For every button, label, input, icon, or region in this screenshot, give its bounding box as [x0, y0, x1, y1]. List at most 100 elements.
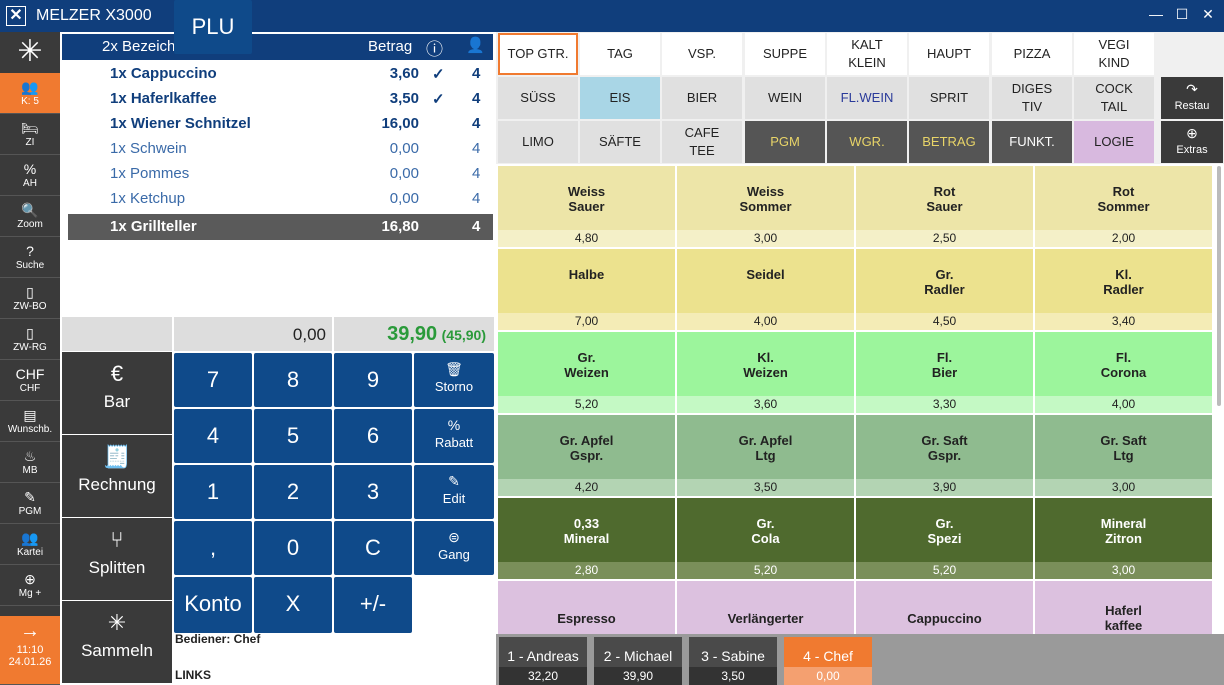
product-weiss-sauer[interactable]: Weiss Sauer 4,80: [498, 166, 675, 247]
product-kl-radler[interactable]: Kl. Radler 3,40: [1035, 249, 1212, 330]
tab-vegi-kind[interactable]: VEGI KIND: [1074, 33, 1154, 75]
extras-button[interactable]: ⊕ Extras: [1161, 121, 1223, 163]
sidebar-item-ah[interactable]: % AH: [0, 155, 60, 196]
staff-4-chef[interactable]: 4 - Chef 0,00: [784, 637, 872, 685]
order-row[interactable]: 1x Schwein 0,00 4: [68, 136, 493, 161]
tab-fl-wein[interactable]: FL.WEIN: [827, 77, 907, 119]
person-icon[interactable]: 👤: [466, 37, 485, 54]
sidebar-item-mg[interactable]: ⊕ Mg +: [0, 565, 60, 606]
pay-rechnung-button[interactable]: 🧾 Rechnung: [62, 435, 172, 517]
tab-sprit[interactable]: SPRIT: [909, 77, 989, 119]
key-8[interactable]: 8: [254, 353, 332, 407]
tab-funkt[interactable]: FUNKT.: [992, 121, 1072, 163]
sidebar-item-zi[interactable]: 🛏 ZI: [0, 114, 60, 155]
key-3[interactable]: 3: [334, 465, 412, 519]
logout-clock[interactable]: → 11:10 24.01.26: [0, 616, 60, 685]
tab-s-fte[interactable]: SÄFTE: [580, 121, 660, 163]
tab-limo[interactable]: LIMO: [498, 121, 578, 163]
sidebar-item-k-5[interactable]: 👥 K: 5: [0, 73, 60, 114]
staff-1-andreas[interactable]: 1 - Andreas 32,20: [499, 637, 587, 685]
info-icon[interactable]: ⓘ: [426, 40, 443, 59]
tab-haupt[interactable]: HAUPT: [909, 33, 989, 75]
sidebar-item-zw-bo[interactable]: ▯ ZW-BO: [0, 278, 60, 319]
product-gr-radler[interactable]: Gr. Radler 4,50: [856, 249, 1033, 330]
pay-bar-button[interactable]: € Bar: [62, 352, 172, 434]
product-0-33-mineral[interactable]: 0,33 Mineral 2,80: [498, 498, 675, 579]
order-row[interactable]: 1x Wiener Schnitzel 16,00 4: [68, 111, 493, 136]
product-seidel[interactable]: Seidel 4,00: [677, 249, 854, 330]
close-button[interactable]: ✕: [1202, 6, 1214, 22]
product-kl-weizen[interactable]: Kl. Weizen 3,60: [677, 332, 854, 413]
sidebar-item-pgm[interactable]: ✎ PGM: [0, 483, 60, 524]
tab-cock-tail[interactable]: COCK TAIL: [1074, 77, 1154, 119]
key-[interactable]: +/-: [334, 577, 412, 633]
tab-cafe-tee[interactable]: CAFE TEE: [662, 121, 742, 163]
sidebar-item-suche[interactable]: ? Suche: [0, 237, 60, 278]
tab-eis[interactable]: EIS: [580, 77, 660, 119]
tab-diges-tiv[interactable]: DIGES TIV: [992, 77, 1072, 119]
key-x[interactable]: X: [254, 577, 332, 633]
product-rot-sommer[interactable]: Rot Sommer 2,00: [1035, 166, 1212, 247]
tab-vsp[interactable]: VSP.: [662, 33, 742, 75]
product-gr-weizen[interactable]: Gr. Weizen 5,20: [498, 332, 675, 413]
order-row[interactable]: 1x Ketchup 0,00 4: [68, 186, 493, 211]
tab-logie[interactable]: LOGIE: [1074, 121, 1154, 163]
order-row[interactable]: 1x Cappuccino 3,60 ✓ 4: [68, 61, 493, 86]
key-1[interactable]: 1: [174, 465, 252, 519]
tab-betrag[interactable]: BETRAG: [909, 121, 989, 163]
sidebar-item-zoom[interactable]: 🔍 Zoom: [0, 196, 60, 237]
product-gr-cola[interactable]: Gr. Cola 5,20: [677, 498, 854, 579]
staff-2-michael[interactable]: 2 - Michael 39,90: [594, 637, 682, 685]
minimize-button[interactable]: —: [1149, 6, 1163, 22]
key-5[interactable]: 5: [254, 409, 332, 463]
rabatt-button[interactable]: % Rabatt: [414, 409, 494, 463]
key-[interactable]: ,: [174, 521, 252, 575]
sidebar-item-chf[interactable]: CHF CHF: [0, 360, 60, 401]
maximize-button[interactable]: ☐: [1175, 6, 1189, 22]
key-9[interactable]: 9: [334, 353, 412, 407]
restau-button[interactable]: ↷ Restau: [1161, 77, 1223, 119]
order-row[interactable]: 1x Haferlkaffee 3,50 ✓ 4: [68, 86, 493, 111]
product-espresso[interactable]: Espresso: [498, 581, 675, 634]
tab-s-ss[interactable]: SÜSS: [498, 77, 578, 119]
product-weiss-sommer[interactable]: Weiss Sommer 3,00: [677, 166, 854, 247]
product-gr-apfel-gspr[interactable]: Gr. Apfel Gspr. 4,20: [498, 415, 675, 496]
product-gr-saft-gspr[interactable]: Gr. Saft Gspr. 3,90: [856, 415, 1033, 496]
product-halbe[interactable]: Halbe 7,00: [498, 249, 675, 330]
product-verl-ngerter[interactable]: Verlängerter: [677, 581, 854, 634]
key-plu[interactable]: PLU: [174, 0, 252, 54]
tab-wein[interactable]: WEIN: [745, 77, 825, 119]
sidebar-item-mb[interactable]: ♨ MB: [0, 442, 60, 483]
sidebar-item-wunschb[interactable]: ▤ Wunschb.: [0, 401, 60, 442]
order-row[interactable]: 1x Pommes 0,00 4: [68, 161, 493, 186]
product-rot-sauer[interactable]: Rot Sauer 2,50: [856, 166, 1033, 247]
tab-wgr[interactable]: WGR.: [827, 121, 907, 163]
product-cappuccino[interactable]: Cappuccino: [856, 581, 1033, 634]
key-7[interactable]: 7: [174, 353, 252, 407]
tab-kalt-klein[interactable]: KALT KLEIN: [827, 33, 907, 75]
order-row[interactable]: 1x Grillteller 16,80 4: [68, 214, 493, 240]
grid-scrollbar[interactable]: [1217, 166, 1221, 406]
staff-3-sabine[interactable]: 3 - Sabine 3,50: [689, 637, 777, 685]
product-gr-spezi[interactable]: Gr. Spezi 5,20: [856, 498, 1033, 579]
product-fl-bier[interactable]: Fl. Bier 3,30: [856, 332, 1033, 413]
pay-sammeln-button[interactable]: ✳ Sammeln: [62, 601, 172, 683]
key-konto[interactable]: Konto: [174, 577, 252, 633]
storno-button[interactable]: 🗑 Storno: [414, 353, 494, 407]
key-4[interactable]: 4: [174, 409, 252, 463]
tab-top-gtr[interactable]: TOP GTR.: [498, 33, 578, 75]
key-2[interactable]: 2: [254, 465, 332, 519]
product-fl-corona[interactable]: Fl. Corona 4,00: [1035, 332, 1212, 413]
sidebar-item-zw-rg[interactable]: ▯ ZW-RG: [0, 319, 60, 360]
sidebar-item-kartei[interactable]: 👥 Kartei: [0, 524, 60, 565]
key-c[interactable]: C: [334, 521, 412, 575]
product-gr-saft-ltg[interactable]: Gr. Saft Ltg 3,00: [1035, 415, 1212, 496]
tab-suppe[interactable]: SUPPE: [745, 33, 825, 75]
key-6[interactable]: 6: [334, 409, 412, 463]
tab-pgm[interactable]: PGM: [745, 121, 825, 163]
pay-splitten-button[interactable]: ⑂ Splitten: [62, 518, 172, 600]
gang-button[interactable]: ⊜ Gang: [414, 521, 494, 575]
tab-pizza[interactable]: PIZZA: [992, 33, 1072, 75]
product-gr-apfel-ltg[interactable]: Gr. Apfel Ltg 3,50: [677, 415, 854, 496]
key-0[interactable]: 0: [254, 521, 332, 575]
